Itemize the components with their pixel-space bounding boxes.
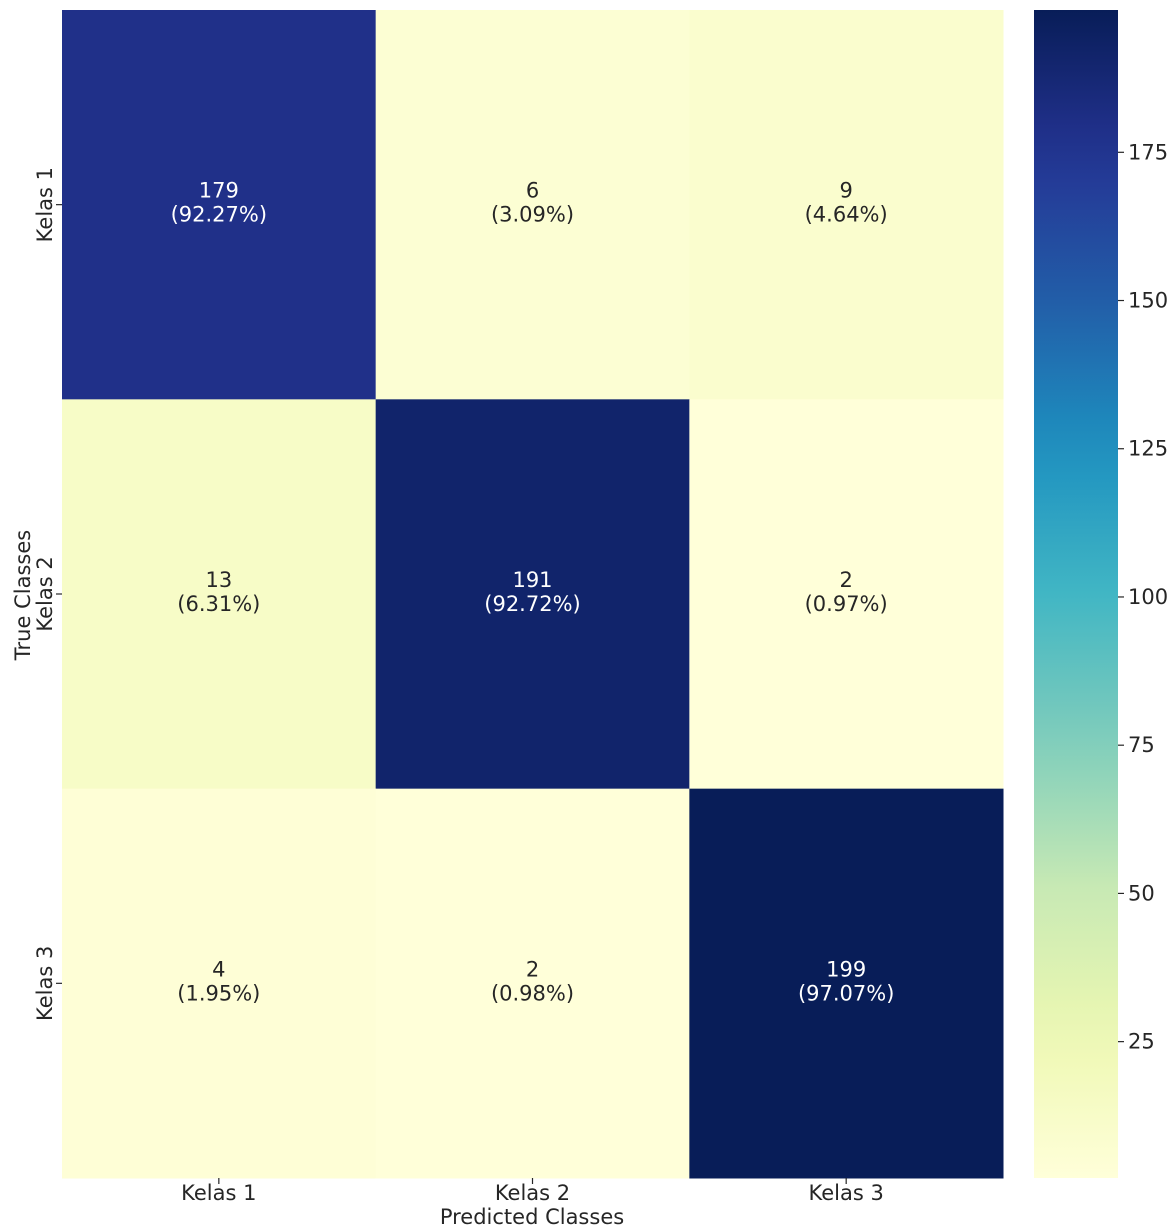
heatmap-cell xyxy=(375,10,690,400)
x-tick-label: Kelas 1 xyxy=(181,1181,256,1205)
y-tick-label: Kelas 1 xyxy=(33,167,57,242)
colorbar-tick-label: 25 xyxy=(1128,1030,1155,1054)
cell-percent-label: (0.97%) xyxy=(805,592,888,616)
cell-percent-label: (92.72%) xyxy=(484,592,580,616)
cell-percent-label: (1.95%) xyxy=(177,981,260,1005)
cell-percent-label: (3.09%) xyxy=(491,203,574,227)
cell-count-label: 9 xyxy=(839,179,852,203)
heatmap-cell xyxy=(689,10,1004,400)
colorbar-tick-label: 175 xyxy=(1128,140,1168,164)
heatmap-cell xyxy=(62,10,377,400)
heatmap-cell-labels: 179(92.27%)6(3.09%)9(4.64%)13(6.31%)191(… xyxy=(171,179,895,1006)
x-tick-label: Kelas 2 xyxy=(495,1181,570,1205)
cell-count-label: 179 xyxy=(199,179,239,203)
cell-percent-label: (92.27%) xyxy=(171,203,267,227)
colorbar-tick-label: 50 xyxy=(1128,881,1155,905)
heatmap-cell xyxy=(375,788,690,1179)
colorbar-tick-label: 125 xyxy=(1128,437,1168,461)
cell-percent-label: (0.98%) xyxy=(491,981,574,1005)
colorbar-tick-label: 150 xyxy=(1128,289,1168,313)
heatmap-cells xyxy=(62,10,1004,1179)
y-tick-label: Kelas 3 xyxy=(33,946,57,1021)
heatmap-cell xyxy=(62,399,377,790)
x-tick-label: Kelas 3 xyxy=(809,1181,884,1205)
cell-count-label: 4 xyxy=(212,957,225,981)
cell-percent-label: (6.31%) xyxy=(177,592,260,616)
colorbar-tick-label: 75 xyxy=(1128,733,1155,757)
cell-count-label: 191 xyxy=(512,568,552,592)
colorbar-ticks: 25 50 75 100 125 150 175 xyxy=(1118,140,1168,1054)
heatmap-cell xyxy=(62,788,377,1179)
cell-percent-label: (97.07%) xyxy=(798,981,894,1005)
heatmap-cell xyxy=(689,399,1004,790)
cell-count-label: 13 xyxy=(205,568,232,592)
x-axis-ticks: Kelas 1 Kelas 2 Kelas 3 xyxy=(181,1178,884,1205)
cell-count-label: 2 xyxy=(839,568,852,592)
colorbar-tick-label: 100 xyxy=(1128,585,1168,609)
colorbar xyxy=(1034,10,1118,1178)
heatmap-cell xyxy=(689,788,1004,1179)
x-axis-label: Predicted Classes xyxy=(440,1205,624,1228)
cell-count-label: 6 xyxy=(526,179,539,203)
cell-count-label: 2 xyxy=(526,957,539,981)
y-axis-ticks: Kelas 1 Kelas 2 Kelas 3 xyxy=(33,167,62,1021)
cell-percent-label: (4.64%) xyxy=(805,203,888,227)
cell-count-label: 199 xyxy=(826,957,866,981)
heatmap-cell xyxy=(375,399,690,790)
y-axis-label: True Classes xyxy=(11,530,35,661)
y-tick-label: Kelas 2 xyxy=(33,556,57,631)
